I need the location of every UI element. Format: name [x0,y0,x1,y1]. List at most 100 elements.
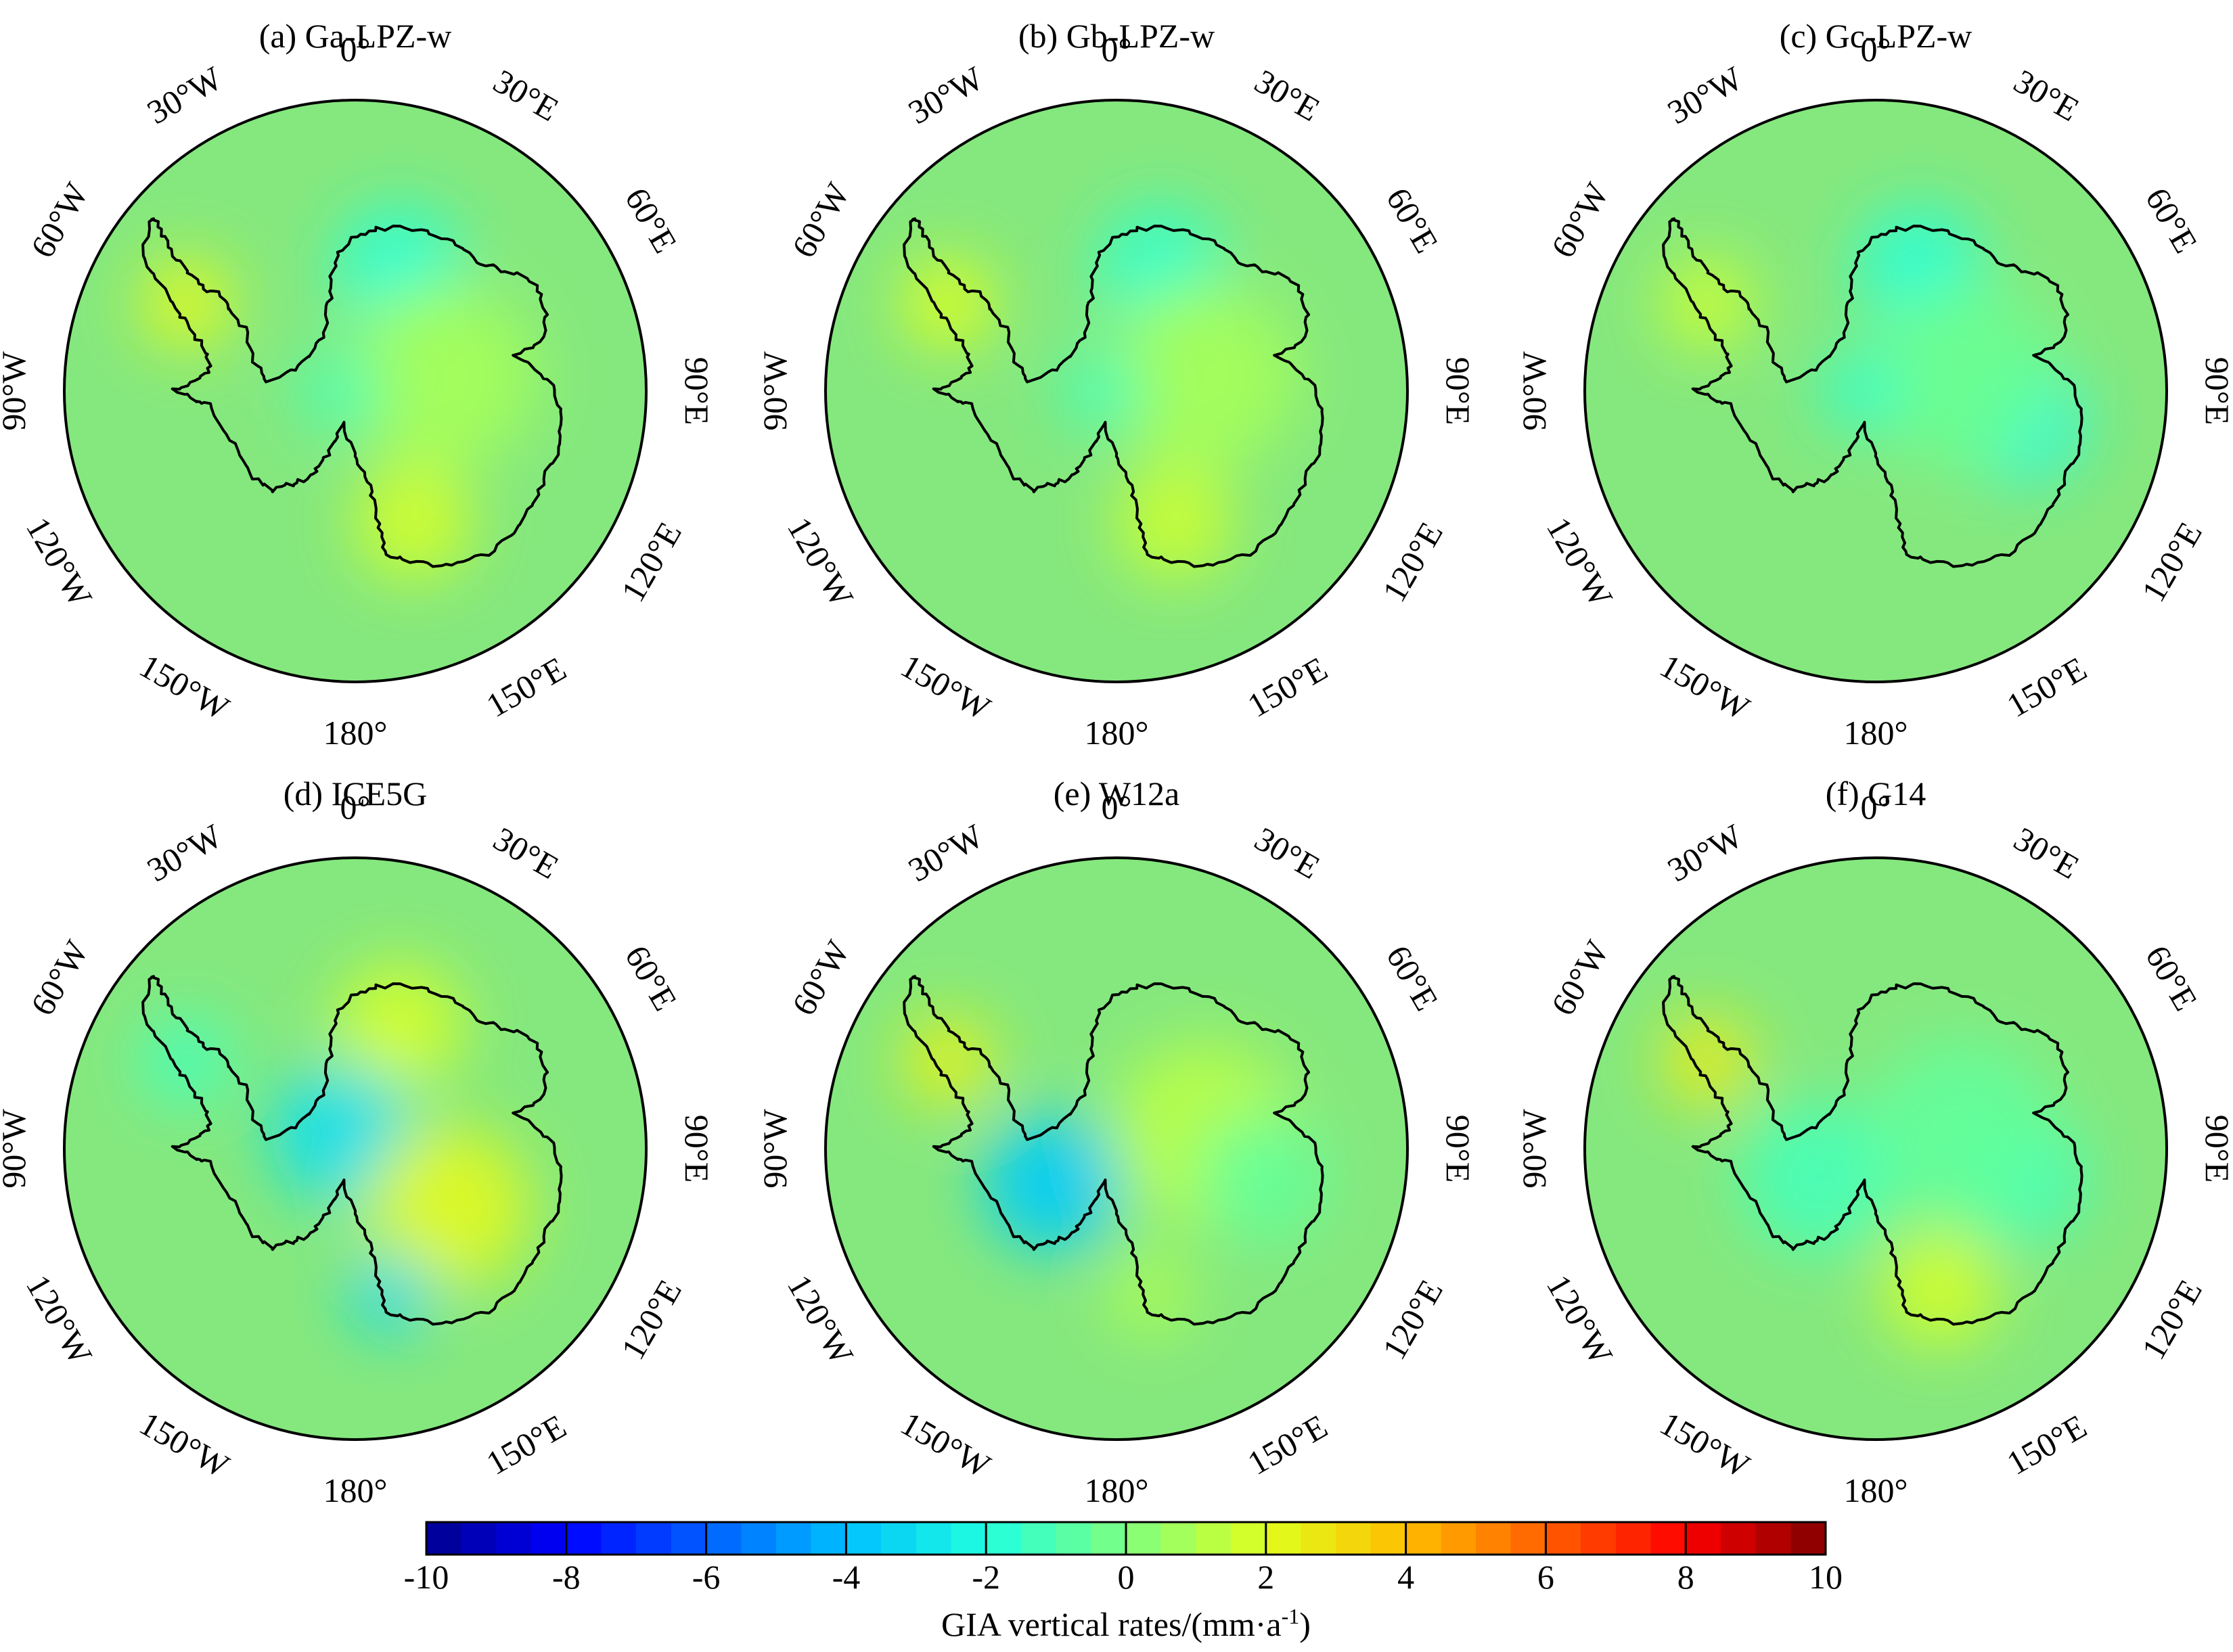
longitude-label: 150°W [133,1404,236,1486]
map-field [1585,858,2167,1440]
longitude-label: 150°W [1654,647,1757,728]
antarctic-coastline [903,975,1324,1326]
longitude-label: 60°W [1543,934,1616,1022]
longitude-label: 120°E [614,515,689,608]
longitude-label: 150°W [133,647,236,728]
anomaly-blob [1660,257,1754,350]
map-panels: (a) Ga-LPZ-w0°30°E60°E90°E120°E150°E180°… [0,17,2233,1509]
panel-title: (d) ICE5G [284,775,427,812]
longitude-label: 120°W [19,1268,100,1371]
colorbar-tick-label: -8 [552,1558,581,1596]
anomaly-blob [1110,283,1297,470]
longitude-label: 120°E [2134,1273,2209,1366]
longitude-label: 30°E [1248,62,1326,129]
antarctic-coastline [1662,975,2083,1326]
anomaly-blob [349,283,536,470]
anomaly-blob [1870,1040,2056,1228]
colorbar-tick-label: 10 [1809,1558,1843,1596]
longitude-label: 0° [340,788,371,826]
colorbar-tick-label: 8 [1677,1558,1694,1596]
anomaly-blob [349,1253,431,1335]
longitude-label: 60°E [2138,181,2205,259]
longitude-label: 60°E [1379,181,1446,259]
longitude-label: 30°W [141,817,229,889]
antarctic-coastline [903,217,1324,568]
longitude-label: 180° [1844,1471,1908,1509]
longitude-label: 150°E [480,649,572,725]
map-panel: (b) Gb-LPZ-w0° 30°E 60°E 90°E 120°E 150°E 180°… [756,17,1477,752]
anomaly-blob [1870,283,2056,470]
longitude-label: 90°E [678,357,716,426]
longitude-label: 0° [1861,788,1891,826]
panel-title: (f) G14 [1826,775,1926,812]
map-field [1585,100,2167,682]
colorbar-tick-label: -10 [404,1558,449,1596]
longitude-label: 30°E [1248,819,1326,886]
longitude-label: 30°W [141,59,229,131]
longitude-label: 30°W [1661,817,1749,889]
longitude-label: 180° [323,714,388,752]
map-frame [824,856,1409,1441]
colorbar-tick-label: 2 [1257,1558,1274,1596]
longitude-label: 30°W [1661,59,1749,131]
anomaly-blob [1660,1015,1754,1108]
longitude-label: 180° [1085,1471,1149,1509]
longitude-label: 150°W [1654,1404,1757,1486]
anomaly-blob [1820,350,1902,432]
longitude-label: 150°E [1241,649,1334,725]
anomaly-blob [271,1064,411,1204]
colorbar-tick-label: -2 [972,1558,1000,1596]
map-frame [63,99,648,683]
anomaly-blob [1742,1102,1893,1254]
longitude-label: 30°E [487,819,565,886]
longitude-label: 30°E [2008,62,2085,129]
longitude-label: 60°E [618,181,685,259]
map-field [826,858,1407,1440]
longitude-label: 60°W [1543,176,1616,264]
anomaly-blob [1881,1230,1998,1347]
longitude-label: 90°E [2198,1115,2233,1183]
longitude-label: 150°E [480,1407,572,1482]
longitude-label: 120°W [780,511,861,614]
longitude-label: 90°W [0,1109,32,1189]
longitude-label: 90°W [1515,1109,1553,1189]
longitude-label: 120°E [614,1273,689,1366]
longitude-label: 90°E [2198,357,2233,426]
longitude-label: 120°E [1375,1273,1450,1366]
map-field [826,100,1407,682]
longitude-label: 30°W [902,817,990,889]
map-frame [824,99,1409,683]
anomaly-blob [901,257,995,350]
longitude-label: 60°E [2138,939,2205,1017]
longitude-label: 90°W [0,351,32,431]
map-frame [1583,856,2168,1441]
anomaly-blob [983,1114,1123,1254]
longitude-label: 0° [340,30,371,68]
longitude-label: 120°W [780,1268,861,1371]
longitude-label: 90°W [1515,351,1553,431]
longitude-label: 30°E [487,62,565,129]
panel-title: (a) Ga-LPZ-w [259,17,452,55]
longitude-label: 90°W [756,351,794,431]
colorbar-tick-label: 6 [1537,1558,1554,1596]
longitude-label: 120°W [1539,511,1621,614]
longitude-label: 120°E [1375,515,1450,608]
longitude-label: 0° [1861,30,1891,68]
anomaly-blob [139,257,233,350]
anomaly-blob [300,350,382,432]
longitude-label: 120°E [2134,515,2209,608]
anomaly-blob [1061,350,1143,432]
longitude-label: 150°W [895,1404,997,1486]
longitude-label: 90°W [756,1109,794,1189]
antarctic-coastline [1662,217,2083,568]
antarctic-coastline [141,217,563,568]
longitude-label: 30°W [902,59,990,131]
longitude-label: 150°E [2000,649,2093,725]
panel-title: (e) W12a [1054,775,1179,812]
colorbar-tick-label: -4 [832,1558,861,1596]
longitude-label: 60°W [23,176,95,264]
